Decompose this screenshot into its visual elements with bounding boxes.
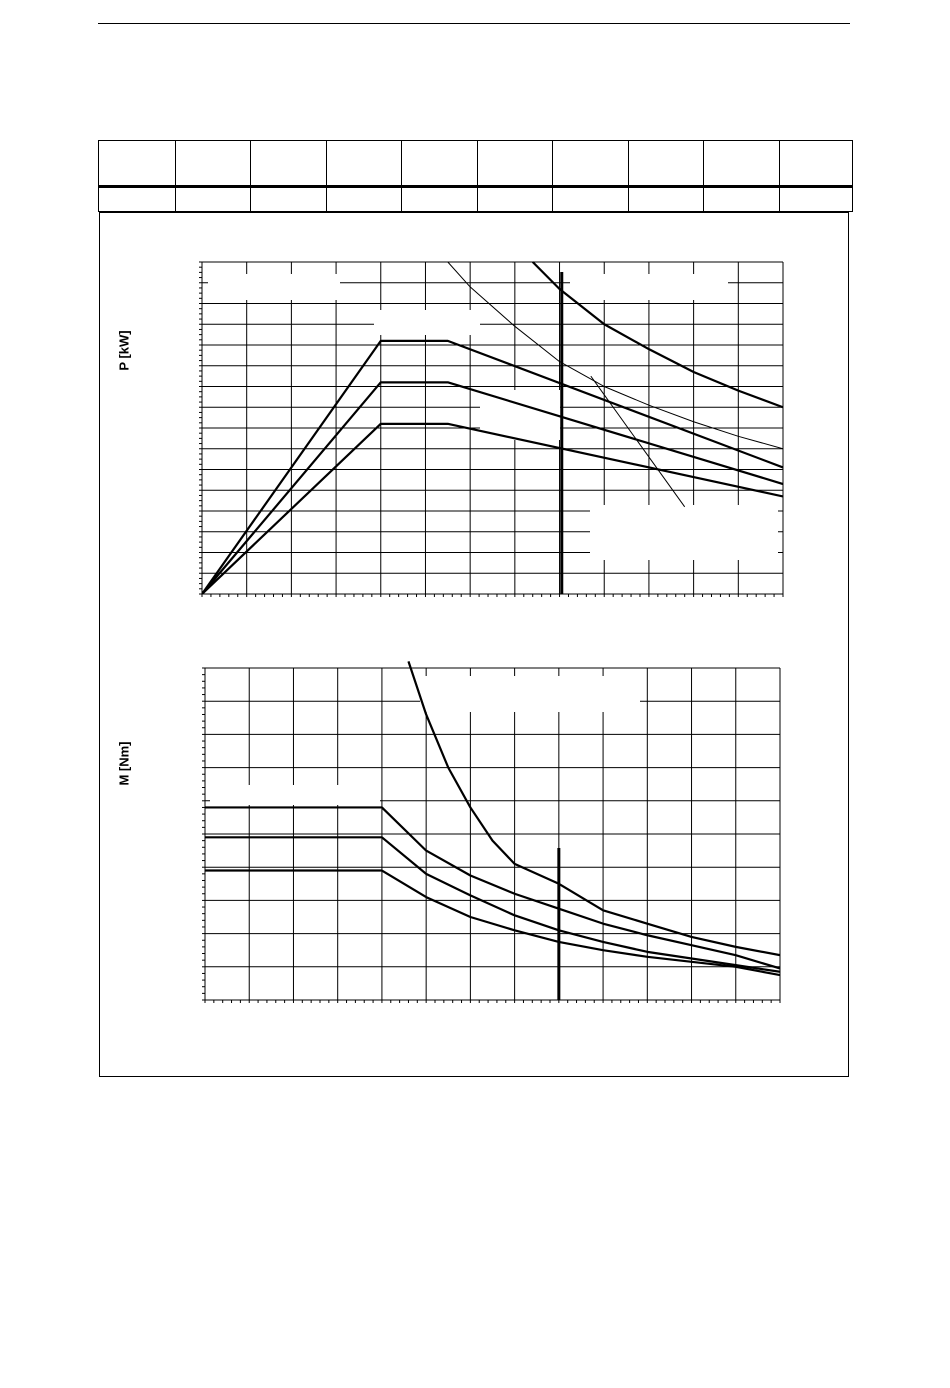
legend-blank-area	[374, 310, 480, 335]
spec-table-column-divider	[552, 141, 553, 211]
spec-table-column-divider	[250, 141, 251, 211]
series-line-4	[531, 261, 783, 409]
legend-blank-area	[570, 274, 728, 300]
series-line-2	[202, 381, 783, 594]
spec-table-column-divider	[174, 141, 176, 211]
spec-table-column-divider	[401, 141, 402, 211]
legend-blank-area	[208, 274, 340, 300]
series-line-6	[590, 375, 686, 508]
header-rule	[98, 23, 850, 24]
spec-table-column-divider	[778, 141, 780, 211]
legend-blank-area	[210, 785, 380, 805]
series-line-5	[447, 261, 783, 450]
spec-table-column-divider	[627, 141, 629, 211]
legend-blank-area	[420, 676, 640, 712]
series-line-3	[202, 422, 783, 594]
series-line-1	[407, 661, 780, 957]
spec-table-header-rule	[99, 185, 852, 188]
series-line-3	[205, 836, 780, 973]
series-line-1	[202, 339, 783, 594]
legend-blank-area	[480, 390, 560, 440]
chart-frame	[99, 212, 849, 1077]
spec-table-column-divider	[476, 141, 478, 211]
series-line-2	[205, 806, 780, 970]
spec-table-column-divider	[703, 141, 704, 211]
spec-table	[98, 140, 853, 212]
legend-blank-area	[590, 505, 778, 560]
spec-table-column-divider	[325, 141, 327, 211]
